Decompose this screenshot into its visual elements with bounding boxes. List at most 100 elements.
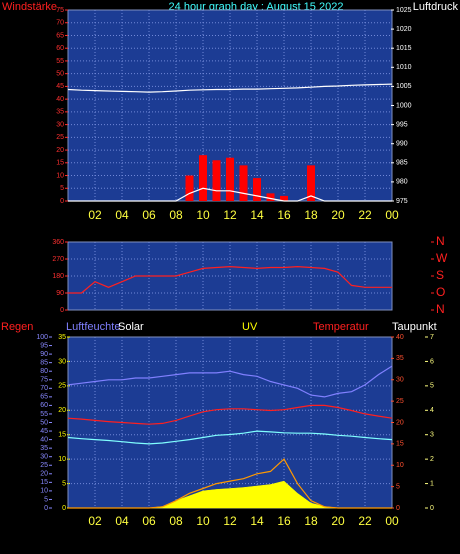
y4-tick-label: 1: [430, 480, 434, 487]
wind-gust-bar: [226, 157, 234, 201]
y2-tick-label: 1025: [396, 7, 412, 14]
y-tick-label: 95: [40, 342, 48, 349]
y-tick-label: 0: [60, 198, 64, 205]
x-tick-label: 00: [385, 208, 399, 222]
wind-gust-bar: [212, 160, 221, 201]
y2-tick-label: 985: [396, 160, 408, 167]
x-tick-label: 06: [142, 208, 156, 222]
y4-tick-label: 3: [430, 432, 434, 439]
x-tick-label: 20: [331, 514, 345, 528]
y-tick-label: 45: [40, 428, 48, 435]
y2-tick-label: 20: [58, 407, 66, 414]
y4-tick-label: 2: [430, 456, 434, 463]
y-tick-label: 5: [44, 496, 48, 503]
y-tick-label: 80: [40, 368, 48, 375]
x-tick-label: 00: [385, 514, 399, 528]
wind-gust-bar: [307, 165, 315, 201]
series-legend: Taupunkt: [392, 321, 437, 333]
x-tick-label: 20: [331, 208, 345, 222]
y-tick-label: 60: [40, 402, 48, 409]
y2-tick-label: W: [436, 251, 448, 265]
x-tick-label: 02: [88, 514, 102, 528]
rain-axis-label: Regen: [1, 321, 33, 333]
series-legend: Temperatur: [313, 321, 369, 333]
y-tick-label: 90: [40, 351, 48, 358]
x-tick-label: 16: [277, 514, 291, 528]
y2-tick-label: 30: [58, 358, 66, 365]
y2-tick-label: S: [436, 268, 444, 282]
series-line: [68, 265, 392, 294]
y-tick-label: 180: [52, 273, 64, 280]
y4-tick-label: 0: [430, 505, 434, 512]
pressure-axis-label: Luftdruck: [413, 1, 459, 13]
y-tick-label: 45: [56, 83, 64, 90]
series-line: [67, 365, 393, 398]
x-tick-label: 22: [358, 208, 372, 222]
y2-tick-label: N: [436, 234, 445, 248]
y3-tick-label: 10: [396, 462, 404, 469]
y2-tick-label: 975: [396, 198, 408, 205]
series-line: [67, 83, 393, 93]
y-tick-label: 100: [36, 334, 48, 341]
series-line: [67, 404, 393, 425]
y-tick-label: 20: [40, 471, 48, 478]
y2-tick-label: 5: [62, 480, 66, 487]
y-tick-label: 270: [52, 256, 64, 263]
y3-tick-label: 20: [396, 419, 404, 426]
y4-tick-label: 4: [430, 407, 434, 414]
wind-gust-bar: [239, 165, 248, 201]
y3-tick-label: 15: [396, 441, 404, 448]
y2-tick-label: 0: [62, 505, 66, 512]
y-tick-label: 30: [40, 454, 48, 461]
y2-tick-label: 35: [58, 334, 66, 341]
y-tick-label: 75: [56, 7, 64, 14]
x-tick-label: 22: [358, 514, 372, 528]
y-tick-label: 25: [40, 462, 48, 469]
x-tick-label: 04: [115, 208, 129, 222]
wind-axis-label: Windstärke: [2, 1, 57, 13]
y-tick-label: 360: [52, 239, 64, 246]
y-tick-label: 40: [40, 436, 48, 443]
x-tick-label: 08: [169, 208, 183, 222]
y2-tick-label: 995: [396, 121, 408, 128]
y-tick-label: 30: [56, 121, 64, 128]
y-tick-label: 90: [56, 290, 64, 297]
wind-gust-bar: [266, 193, 275, 201]
y3-tick-label: 30: [396, 377, 404, 384]
y2-tick-label: 980: [396, 179, 408, 186]
y2-tick-label: 15: [58, 432, 66, 439]
y-tick-label: 20: [56, 147, 64, 154]
wind-gust-bar: [199, 155, 207, 201]
y3-tick-label: 25: [396, 398, 404, 405]
series-legend: UV: [242, 321, 258, 333]
y-tick-label: 0: [44, 505, 48, 512]
y2-tick-label: 1020: [396, 26, 412, 33]
y4-tick-label: 6: [430, 358, 434, 365]
y-tick-label: 40: [56, 96, 64, 103]
y-tick-label: 60: [56, 45, 64, 52]
y-tick-label: 35: [56, 109, 64, 116]
y2-tick-label: 1000: [396, 102, 412, 109]
x-tick-label: 12: [223, 514, 237, 528]
series-line: [68, 458, 392, 509]
y2-tick-label: N: [436, 302, 445, 316]
y3-tick-label: 5: [396, 483, 400, 490]
y2-tick-label: 10: [58, 456, 66, 463]
x-tick-label: 16: [277, 208, 291, 222]
y-tick-label: 15: [56, 160, 64, 167]
y-tick-label: 65: [40, 394, 48, 401]
y3-tick-label: 0: [396, 505, 400, 512]
y2-tick-label: 25: [58, 383, 66, 390]
x-tick-label: 12: [223, 208, 237, 222]
x-tick-label: 18: [304, 208, 318, 222]
y-tick-label: 75: [40, 377, 48, 384]
x-tick-label: 14: [250, 208, 264, 222]
wind-gust-bar: [280, 195, 288, 201]
y-tick-label: 55: [40, 411, 48, 418]
y2-tick-label: 1010: [396, 64, 412, 71]
y3-tick-label: 40: [396, 334, 404, 341]
wind-gust-bar: [185, 175, 194, 201]
y-tick-label: 70: [40, 385, 48, 392]
y-tick-label: 10: [56, 172, 64, 179]
